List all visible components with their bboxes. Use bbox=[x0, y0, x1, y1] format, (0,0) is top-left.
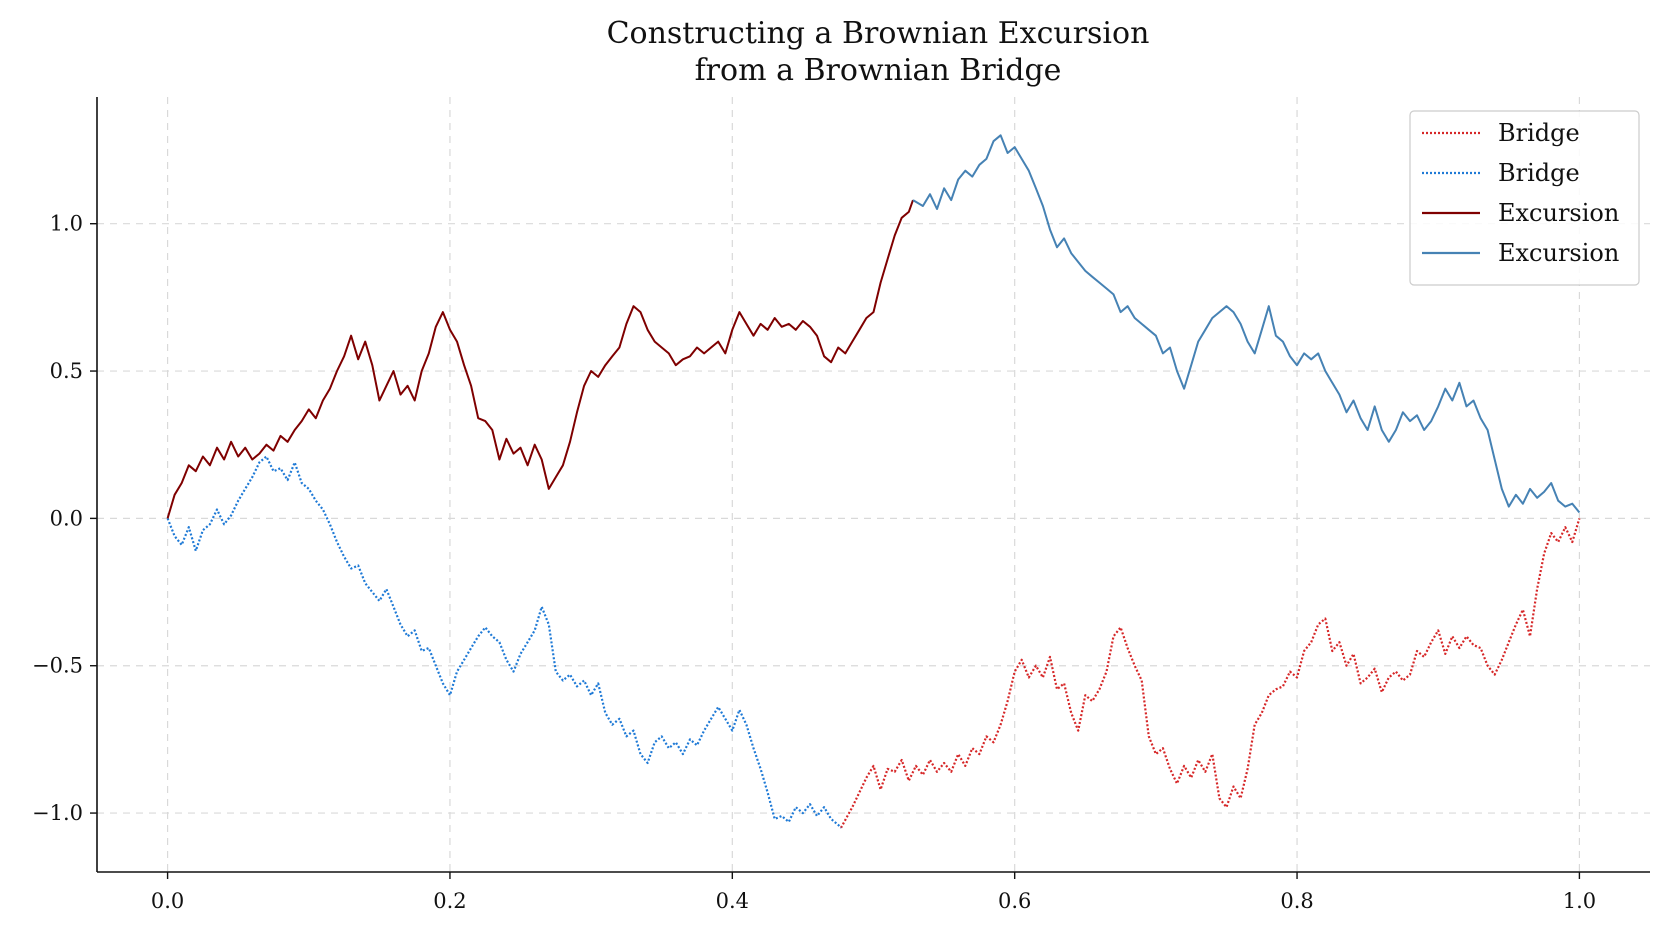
legend-label-1: Bridge bbox=[1498, 159, 1580, 187]
x-tick-label-1: 0.2 bbox=[433, 889, 466, 913]
series-line-excursion-3 bbox=[912, 134, 1581, 514]
legend-label-3: Excursion bbox=[1498, 239, 1619, 267]
series-line-bridge-1 bbox=[166, 455, 842, 829]
legend: Bridge Bridge Excursion Excursion bbox=[1409, 110, 1640, 286]
chart-title-line-2: from a Brownian Bridge bbox=[695, 53, 1062, 88]
y-tick-label-0: −1.0 bbox=[32, 801, 83, 825]
series-group bbox=[166, 134, 1581, 829]
x-tick-label-4: 0.8 bbox=[1280, 889, 1313, 913]
y-tick-label-4: 1.0 bbox=[50, 212, 83, 236]
series-line-bridge-0 bbox=[840, 518, 1581, 829]
chart-title-line-1: Constructing a Brownian Excursion bbox=[607, 16, 1150, 51]
y-tick-label-3: 0.5 bbox=[50, 359, 83, 383]
y-tick-label-1: −0.5 bbox=[32, 654, 83, 678]
y-tick-label-2: 0.0 bbox=[50, 506, 83, 530]
series-line-excursion-2 bbox=[166, 199, 914, 519]
x-tick-label-5: 1.0 bbox=[1563, 889, 1596, 913]
axes: 0.0 0.2 0.4 0.6 0.8 1.0 −1.0 −0.5 0.0 0.5 1.0 bbox=[32, 97, 1650, 913]
x-tick-label-3: 0.6 bbox=[998, 889, 1031, 913]
x-tick-label-2: 0.4 bbox=[716, 889, 749, 913]
legend-label-2: Excursion bbox=[1498, 199, 1619, 227]
x-tick-label-0: 0.0 bbox=[151, 889, 184, 913]
legend-label-0: Bridge bbox=[1498, 119, 1580, 147]
legend-box bbox=[1409, 110, 1640, 286]
chart-title: Constructing a Brownian Excursion from a… bbox=[607, 16, 1150, 88]
